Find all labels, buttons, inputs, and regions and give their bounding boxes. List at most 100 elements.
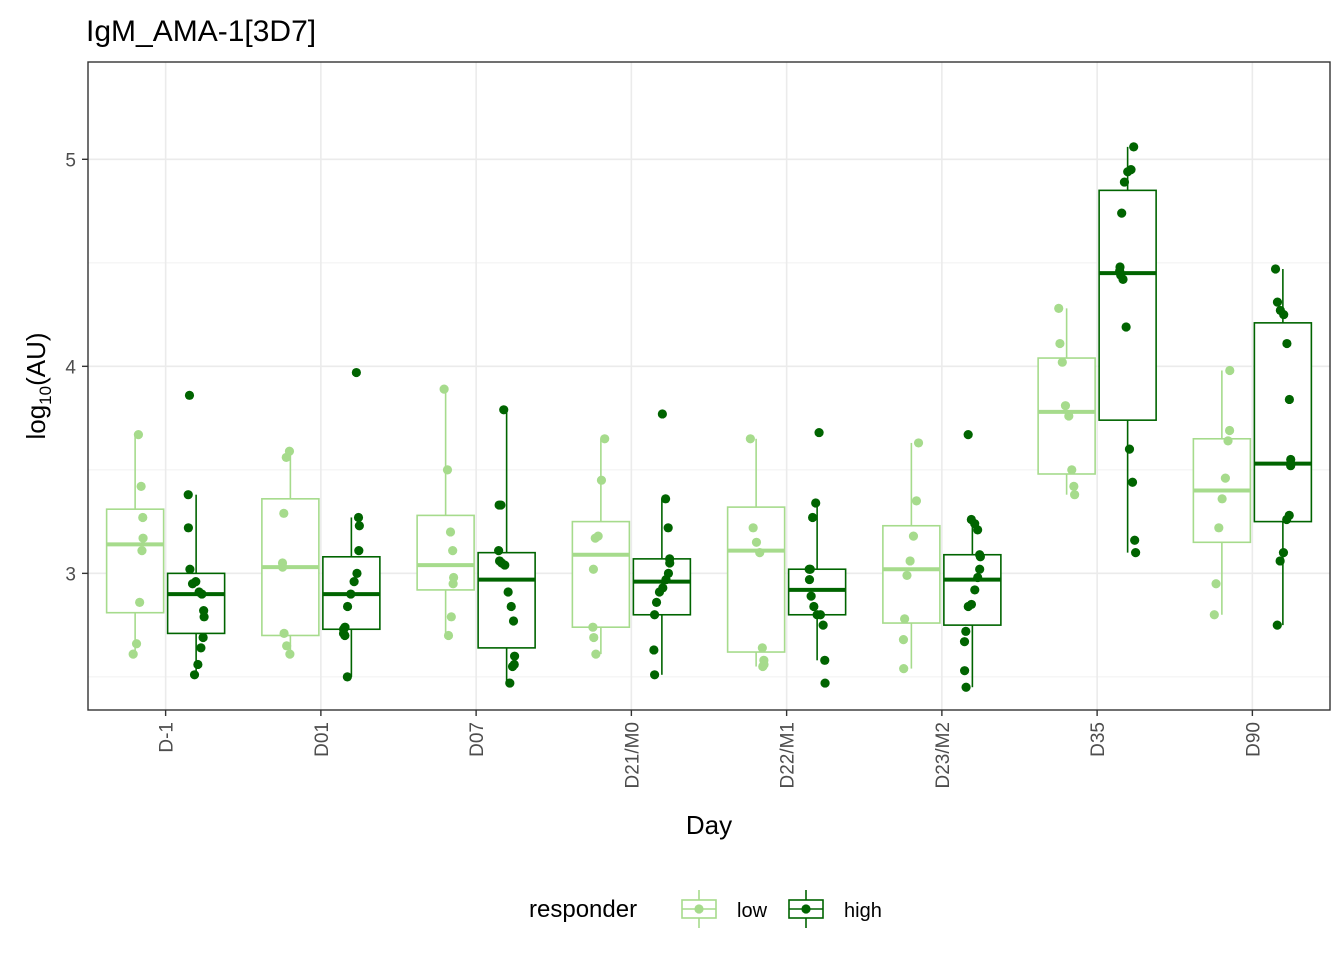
chart-marks	[105, 142, 1313, 692]
data-point-high	[509, 651, 520, 661]
data-point-high	[1282, 514, 1292, 525]
data-point-high	[649, 645, 659, 655]
data-point-low	[596, 475, 607, 485]
data-point-low	[128, 649, 138, 659]
data-point-high	[340, 630, 350, 641]
data-point-high	[818, 620, 828, 630]
data-point-high	[809, 601, 819, 612]
data-point-low	[908, 531, 919, 541]
data-point-low	[905, 556, 915, 566]
data-point-high	[975, 564, 985, 574]
data-point-low	[745, 434, 755, 444]
box-high-D35	[1098, 146, 1157, 553]
y-tick-label: 5	[65, 150, 76, 171]
data-point-high	[961, 682, 971, 692]
box-low-D07	[416, 389, 475, 636]
box-low-D-1	[105, 434, 165, 655]
data-point-high	[351, 367, 361, 378]
data-point-low	[133, 430, 144, 440]
data-point-high	[185, 564, 195, 574]
data-point-low	[1211, 579, 1221, 589]
data-point-low	[135, 597, 145, 607]
data-point-high	[196, 643, 206, 653]
data-point-low	[591, 649, 601, 659]
grid-lines	[88, 62, 1330, 710]
data-point-low	[758, 661, 768, 672]
box-low-D01	[261, 451, 320, 655]
data-point-high	[814, 427, 824, 438]
data-point-high	[1130, 535, 1140, 545]
data-point-high	[651, 597, 662, 607]
data-point-low	[1209, 610, 1219, 620]
data-point-high	[1127, 477, 1138, 487]
data-point-high	[198, 632, 208, 643]
data-point-low	[1054, 303, 1064, 313]
data-point-low	[443, 630, 454, 641]
data-point-low	[899, 663, 909, 674]
data-point-high	[661, 494, 671, 504]
data-point-high	[346, 589, 356, 599]
data-point-low	[600, 434, 610, 444]
box-body	[1253, 322, 1313, 523]
data-point-high	[959, 637, 970, 647]
data-point-high	[354, 545, 364, 556]
data-point-high	[960, 666, 970, 676]
box-body	[477, 551, 536, 649]
data-point-high	[657, 409, 667, 419]
x-tick-label: D01	[312, 722, 333, 757]
data-point-high	[804, 574, 815, 585]
legend: responder low high	[529, 890, 882, 928]
data-point-high	[183, 490, 193, 500]
data-point-low	[137, 545, 147, 556]
box-high-D23/M2	[943, 519, 1002, 688]
legend-key-high	[788, 890, 824, 928]
data-point-low	[748, 523, 758, 533]
data-point-low	[1223, 436, 1233, 446]
data-point-low	[757, 643, 767, 653]
data-point-high	[494, 500, 504, 510]
data-point-low	[589, 632, 599, 643]
x-tick-label: D21/M0	[622, 722, 643, 789]
data-point-high	[505, 678, 515, 688]
data-point-low	[448, 545, 458, 556]
data-point-low	[1060, 401, 1071, 411]
data-point-high	[183, 523, 193, 533]
box-body	[105, 508, 165, 614]
box-body	[416, 514, 475, 591]
data-point-low	[439, 384, 449, 394]
data-point-high	[963, 430, 973, 440]
data-point-high	[193, 659, 203, 670]
data-point-low	[442, 465, 453, 475]
y-axis-title-base: log	[21, 405, 51, 440]
data-point-high	[494, 545, 504, 556]
data-point-low	[285, 649, 295, 659]
data-point-low	[445, 527, 456, 537]
data-point-high	[199, 612, 209, 622]
data-point-low	[1220, 473, 1230, 483]
data-point-high	[1286, 461, 1296, 471]
data-point-low	[588, 564, 599, 574]
data-point-low	[1070, 490, 1080, 500]
data-point-high	[963, 601, 973, 612]
data-point-low	[1055, 338, 1065, 349]
data-point-low	[1224, 425, 1235, 436]
data-point-high	[1278, 548, 1289, 558]
data-point-high	[973, 525, 983, 535]
data-point-high	[650, 670, 660, 680]
data-point-low	[278, 562, 288, 572]
data-point-high	[807, 512, 818, 523]
x-tick-label: D90	[1243, 722, 1264, 757]
data-point-high	[1119, 177, 1130, 187]
data-point-high	[975, 552, 985, 562]
data-point-low	[588, 622, 598, 632]
data-point-high	[503, 587, 513, 597]
data-point-high	[1131, 548, 1141, 558]
legend-label-high: high	[844, 900, 882, 922]
data-point-low	[279, 508, 289, 518]
data-point-high	[500, 560, 510, 570]
data-point-high	[184, 390, 195, 400]
data-point-low	[1064, 411, 1074, 421]
data-point-high	[342, 672, 352, 682]
data-point-high	[1123, 167, 1133, 177]
legend-key-low	[681, 890, 717, 928]
